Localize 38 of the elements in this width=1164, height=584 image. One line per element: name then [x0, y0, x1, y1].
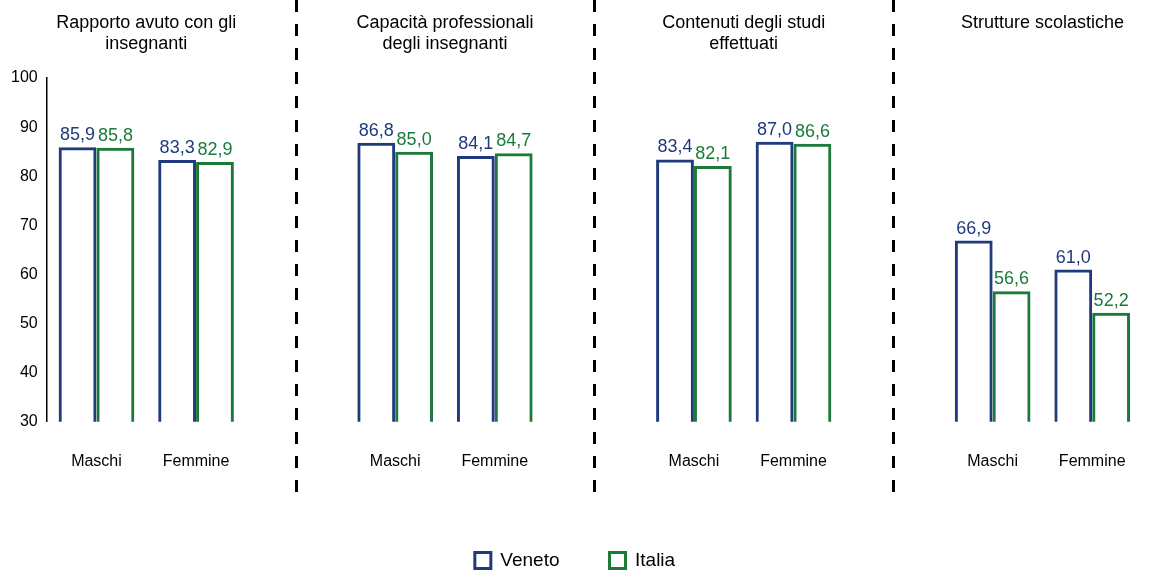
data-label: 61,0: [1055, 246, 1091, 267]
x-tick-label: Maschi: [71, 451, 122, 469]
data-label: 86,6: [794, 120, 830, 141]
y-tick-label: 30: [19, 412, 38, 430]
data-label: 84,1: [458, 133, 494, 154]
x-tick-label: Femmine: [461, 451, 529, 469]
data-label: 82,1: [695, 142, 731, 163]
x-tick-label: Maschi: [967, 451, 1018, 469]
data-label: 84,7: [496, 130, 532, 151]
x-tick-label: Maschi: [369, 451, 421, 469]
text: Contenuti degli studi effettuati: [661, 12, 827, 54]
data-label: 83,3: [159, 136, 195, 157]
data-label: 82,9: [197, 138, 233, 159]
x-tick-label: Femmine: [1058, 451, 1126, 469]
text: Strutture scolastiche: [959, 12, 1125, 33]
y-tick-label: 60: [19, 264, 38, 282]
y-tick-label: 100: [10, 68, 38, 86]
x-tick-label: Femmine: [162, 451, 230, 469]
data-label: 87,0: [757, 118, 793, 139]
y-tick-label: 90: [19, 117, 38, 135]
data-label: 85,0: [396, 128, 432, 149]
data-label: 66,9: [956, 217, 992, 238]
y-tick-label: 70: [19, 215, 38, 233]
x-tick-label: Maschi: [668, 451, 720, 469]
y-tick-label: 80: [19, 166, 38, 184]
y-tick-label: 40: [19, 363, 38, 381]
text: Rapporto avuto con gli insegnanti: [55, 12, 238, 54]
x-tick-label: Femmine: [760, 451, 827, 469]
data-label: 52,2: [1093, 289, 1129, 310]
data-label: 85,8: [97, 124, 133, 145]
data-label: 56,6: [994, 268, 1030, 289]
data-label: 83,4: [657, 136, 693, 157]
text: Capacità professionali degli insegnanti: [355, 12, 535, 54]
legend-label: Italia: [635, 548, 676, 570]
data-label: 85,9: [60, 124, 96, 145]
legend-label: Veneto: [500, 548, 560, 570]
data-label: 86,8: [358, 119, 394, 140]
y-tick-label: 50: [19, 313, 38, 331]
